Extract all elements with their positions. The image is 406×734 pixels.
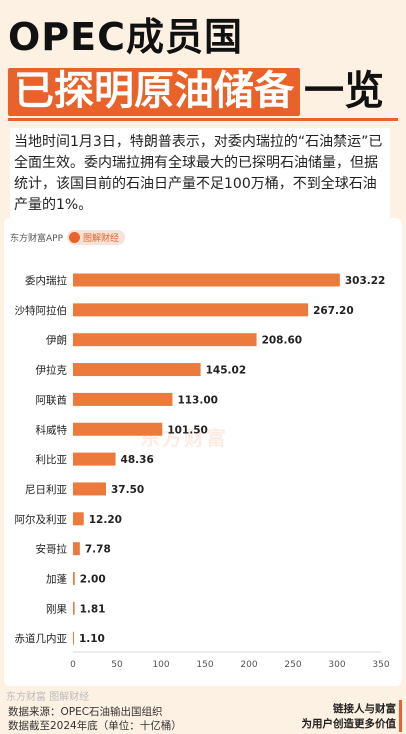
slogan-accent-bar	[399, 700, 402, 732]
x-tick-label: 100	[152, 660, 169, 670]
category-label: 加蓬	[46, 574, 67, 586]
x-tick-label: 0	[70, 660, 76, 670]
value-label: 12.20	[89, 514, 122, 526]
category-label: 阿尔及利亚	[15, 513, 68, 526]
value-label: 145.02	[206, 365, 247, 377]
chart-card	[4, 218, 402, 686]
value-label: 101.50	[167, 424, 208, 436]
footer-brand: 东方财富 图解财经	[6, 692, 90, 703]
value-label: 208.60	[262, 335, 303, 347]
value-label: 37.50	[111, 484, 144, 496]
bar	[73, 542, 80, 556]
value-label: 113.00	[177, 394, 218, 406]
bar	[73, 392, 173, 406]
category-label: 阿联酋	[36, 393, 68, 406]
bar	[73, 482, 106, 496]
category-label: 科威特	[36, 423, 68, 436]
title-rest: 一览	[304, 68, 384, 114]
bar	[73, 601, 75, 615]
page-title-line2: 已探明原油储备 一览	[8, 58, 384, 116]
value-label: 303.22	[345, 275, 386, 287]
value-label: 48.36	[121, 454, 154, 466]
bar	[73, 631, 74, 645]
bar	[73, 333, 257, 347]
bar	[73, 273, 340, 287]
brand-row: 东方财富APP 图解财经	[10, 229, 126, 245]
category-label: 沙特阿拉伯	[15, 304, 68, 317]
x-tick-label: 250	[284, 660, 301, 670]
bar	[73, 512, 84, 526]
title-highlight: 已探明原油储备	[8, 68, 300, 116]
x-tick-label: 150	[196, 660, 213, 670]
category-badge: 图解财经	[67, 229, 126, 245]
category-label: 尼日利亚	[25, 484, 67, 496]
value-label: 267.20	[313, 305, 354, 317]
x-tick-label: 200	[240, 660, 257, 670]
category-label: 刚果	[46, 603, 67, 615]
data-note: 数据截至2024年底（单位：十亿桶）	[8, 720, 182, 732]
slogan-line1: 链接人与财富	[333, 703, 396, 715]
bar	[73, 452, 116, 466]
accent-divider	[8, 118, 398, 121]
value-label: 2.00	[80, 574, 106, 586]
bar	[73, 303, 309, 317]
category-label: 利比亚	[36, 453, 68, 466]
category-label: 委内瑞拉	[25, 274, 67, 287]
category-label: 伊朗	[46, 335, 67, 347]
bar	[73, 422, 163, 436]
slogan-block: 链接人与财富 为用户创造更多价值	[302, 702, 397, 732]
page-title-line1: OPEC成员国	[8, 15, 244, 59]
x-tick-label: 300	[328, 660, 345, 670]
x-tick-label: 350	[372, 660, 389, 670]
value-label: 1.10	[79, 633, 105, 645]
value-label: 7.78	[85, 544, 111, 556]
category-label: 伊拉克	[36, 364, 68, 377]
slogan-line2: 为用户创造更多价值	[301, 718, 397, 730]
intro-paragraph: 当地时间1月3日，特朗普表示，对委内瑞拉的“石油禁运”已全面生效。委内瑞拉拥有全…	[10, 128, 390, 220]
value-label: 1.81	[80, 603, 106, 615]
app-name: 东方财富APP	[10, 233, 64, 244]
source-block: 数据来源：OPEC石油输出国组织 数据截至2024年底（单位：十亿桶）	[8, 705, 182, 733]
bar	[73, 363, 201, 377]
category-label: 赤道几内亚	[15, 632, 68, 645]
bar	[73, 572, 75, 585]
badge-label: 图解财经	[83, 233, 120, 244]
badge-logo-icon	[69, 231, 81, 243]
data-source: 数据来源：OPEC石油输出国组织	[8, 706, 163, 718]
x-tick-label: 50	[111, 660, 123, 670]
category-label: 安哥拉	[36, 543, 68, 556]
